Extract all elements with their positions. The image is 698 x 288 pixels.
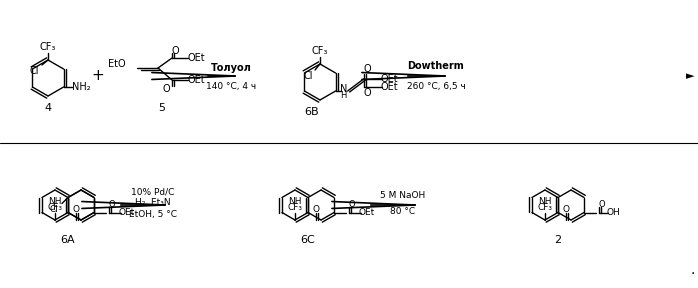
Text: 6B: 6B <box>305 107 319 117</box>
Text: 4: 4 <box>45 103 52 113</box>
Text: CF₃: CF₃ <box>312 46 328 56</box>
Text: +: + <box>91 69 105 84</box>
Text: EtO: EtO <box>108 59 126 69</box>
Text: Cl: Cl <box>50 205 59 214</box>
Text: O: O <box>171 46 179 56</box>
Text: NH: NH <box>288 196 302 206</box>
Text: 10% Pd/C: 10% Pd/C <box>131 187 174 196</box>
Text: N: N <box>340 84 348 94</box>
Text: O: O <box>73 204 80 213</box>
Text: OEt: OEt <box>381 82 399 92</box>
Text: H₂, Et₃N: H₂, Et₃N <box>135 198 171 206</box>
Text: OEt: OEt <box>381 74 399 84</box>
Text: Cl: Cl <box>29 66 39 76</box>
Text: O: O <box>349 200 355 209</box>
Text: 6C: 6C <box>301 235 315 245</box>
Text: O: O <box>364 64 371 74</box>
Text: ►: ► <box>685 71 695 81</box>
Text: OH: OH <box>606 208 620 217</box>
Text: Cl: Cl <box>303 71 313 81</box>
Text: NH: NH <box>48 196 61 206</box>
Text: OEt: OEt <box>187 53 205 63</box>
Text: O: O <box>313 204 320 213</box>
Text: NH: NH <box>538 196 551 206</box>
Text: O: O <box>599 200 605 209</box>
Text: 5 M NaOH: 5 M NaOH <box>380 190 426 200</box>
Text: 2: 2 <box>554 235 562 245</box>
Text: CF₃: CF₃ <box>537 202 552 211</box>
Text: .: . <box>691 263 695 277</box>
Text: CF₃: CF₃ <box>47 202 62 211</box>
Text: OEt: OEt <box>119 208 135 217</box>
Text: 140 °C, 4 ч: 140 °C, 4 ч <box>206 82 256 90</box>
Text: OEt: OEt <box>359 208 375 217</box>
Text: O: O <box>162 84 170 94</box>
Text: NH₂: NH₂ <box>73 82 91 92</box>
Text: 80 °C: 80 °C <box>390 207 415 217</box>
Text: CF₃: CF₃ <box>288 202 302 211</box>
Text: Dowtherm: Dowtherm <box>408 61 464 71</box>
Text: CF₃: CF₃ <box>40 42 56 52</box>
Text: O: O <box>364 88 371 98</box>
Text: 5: 5 <box>158 103 165 113</box>
Text: 6A: 6A <box>61 235 75 245</box>
Text: EtOH, 5 °C: EtOH, 5 °C <box>129 209 177 219</box>
Text: Толуол: Толуол <box>211 63 251 73</box>
Text: 260 °C, 6,5 ч: 260 °C, 6,5 ч <box>407 82 466 90</box>
Text: H: H <box>341 90 347 99</box>
Text: O: O <box>563 204 570 213</box>
Text: OEt: OEt <box>187 75 205 85</box>
Text: O: O <box>109 200 115 209</box>
